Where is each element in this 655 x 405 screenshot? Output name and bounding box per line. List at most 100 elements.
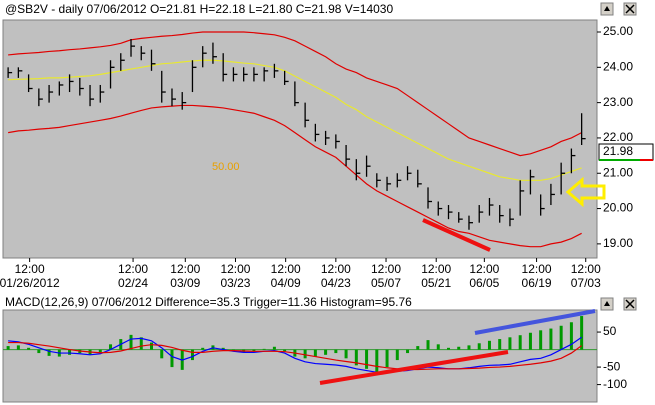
x-tick-label: 06/19 xyxy=(522,276,552,290)
title-bar xyxy=(0,0,655,20)
histogram-bar xyxy=(344,349,348,359)
histogram-bar xyxy=(139,337,143,350)
histogram-bar xyxy=(447,347,450,350)
histogram-bar xyxy=(37,349,41,354)
plot-area xyxy=(2,309,598,403)
y-tick-label: 25.00 xyxy=(603,24,633,38)
histogram-bar xyxy=(508,337,512,350)
histogram-bar xyxy=(416,346,420,350)
histogram-bar xyxy=(539,330,543,350)
histogram-bar xyxy=(313,349,317,357)
y-tick-label: 20.00 xyxy=(603,201,633,215)
trend-line xyxy=(474,309,596,335)
x-tick-time: 12:00 xyxy=(118,262,148,276)
histogram-bar xyxy=(201,347,205,350)
histogram-bar xyxy=(436,344,440,350)
histogram-bar xyxy=(395,349,399,361)
icon xyxy=(604,6,610,11)
icon xyxy=(625,4,635,14)
histogram-bar xyxy=(170,349,174,368)
plot-area xyxy=(2,19,598,259)
histogram-bar xyxy=(354,349,358,366)
histogram-bar xyxy=(559,325,563,350)
histogram-bar xyxy=(385,349,389,368)
y-tick-label: 19.00 xyxy=(603,236,633,250)
histogram-bar xyxy=(272,346,276,350)
x-tick-time: 12:00 xyxy=(371,262,401,276)
histogram-bar xyxy=(221,347,225,350)
icon xyxy=(625,299,635,309)
x-tick-label: 06/05 xyxy=(469,276,499,290)
histogram-bar xyxy=(477,343,481,350)
histogram-bar xyxy=(498,339,502,350)
arrow xyxy=(565,176,606,208)
histogram-bar xyxy=(518,335,522,350)
x-tick-time: 12:00 xyxy=(271,262,301,276)
x-tick-label: 02/24 xyxy=(118,276,148,290)
y-tick-label: 24.00 xyxy=(603,59,633,73)
histogram-bar xyxy=(16,345,20,350)
trend-line xyxy=(422,218,491,252)
histogram-bar xyxy=(190,349,194,361)
x-tick-time: 12:00 xyxy=(170,262,200,276)
line xyxy=(8,341,582,371)
histogram-bar xyxy=(528,332,532,350)
histogram-bar xyxy=(334,349,338,354)
x-tick-label: 03/09 xyxy=(170,276,200,290)
y-tick-label: 22.00 xyxy=(603,130,633,144)
histogram-bar xyxy=(129,334,133,350)
x-tick-time: 12:00 xyxy=(469,262,499,276)
y-tick-label: 50 xyxy=(603,324,617,338)
marks: 25.0024.0023.0022.0021.0020.0019.0012:00… xyxy=(0,24,633,391)
histogram-bar xyxy=(262,348,266,350)
histogram-bar xyxy=(160,349,164,359)
histogram-bar xyxy=(487,340,491,350)
x-tick-label: 04/09 xyxy=(271,276,301,290)
histogram-bar xyxy=(68,349,72,355)
x-tick-label: 05/21 xyxy=(421,276,451,290)
x-tick-label: 05/07 xyxy=(371,276,401,290)
chart-title: @SB2V - daily 07/06/2012 O=21.81 H=22.18… xyxy=(5,2,393,16)
histogram-bar xyxy=(109,344,113,350)
histogram-bar xyxy=(27,347,31,350)
x-tick-time: 12:00 xyxy=(522,262,552,276)
histogram-bar xyxy=(150,342,153,350)
x-tick-time: 12:00 xyxy=(220,262,250,276)
histogram-bar xyxy=(375,349,379,372)
histogram-bar xyxy=(98,349,102,353)
histogram-bar xyxy=(365,349,369,369)
histogram-bar xyxy=(283,349,287,352)
trend-line xyxy=(319,350,509,385)
chart-title: MACD(12,26,9) 07/06/2012 Difference=35.3… xyxy=(5,295,412,309)
histogram-bar xyxy=(457,346,461,350)
x-tick-label: 04/23 xyxy=(321,276,351,290)
y-tick-label: 23.00 xyxy=(603,95,633,109)
histogram-bar xyxy=(467,345,471,350)
histogram-bar xyxy=(6,346,10,350)
histogram-bar xyxy=(426,340,430,350)
histogram-bar xyxy=(569,322,573,350)
y-tick-label: 21.00 xyxy=(603,165,633,179)
x-tick-time: 12:00 xyxy=(571,262,601,276)
x-tick-time: 12:00 xyxy=(321,262,351,276)
histogram-bar xyxy=(406,349,410,354)
x-tick-label: 01/26/2012 xyxy=(0,276,60,290)
histogram-bar xyxy=(549,328,553,350)
line xyxy=(8,31,582,157)
icon xyxy=(604,301,610,306)
x-tick-time: 12:00 xyxy=(15,262,45,276)
histogram-bar xyxy=(324,349,328,355)
histogram-bar xyxy=(303,349,307,359)
histogram-bar xyxy=(580,316,584,350)
y-tick-label: -100 xyxy=(603,377,627,391)
x-tick-label: 07/03 xyxy=(571,276,601,290)
y-tick-label: -50 xyxy=(603,359,621,373)
annotation: 50.00 xyxy=(212,161,240,173)
histogram-bar xyxy=(47,349,51,356)
histogram-bar xyxy=(252,349,256,352)
x-tick-time: 12:00 xyxy=(421,262,451,276)
line xyxy=(8,104,582,248)
last-price: 21.98 xyxy=(603,144,633,158)
